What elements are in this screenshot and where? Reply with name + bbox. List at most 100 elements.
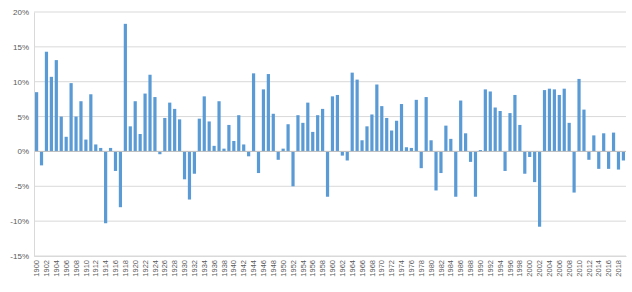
x-tick: 1938 [220,256,229,277]
bar [449,139,452,152]
x-tick-label: 1950 [279,260,288,277]
x-tick: 1944 [249,256,258,277]
x-tick: 1958 [318,256,327,277]
bar [94,144,97,151]
bar [257,151,260,173]
x-tick-label: 1906 [62,260,71,277]
bar [119,151,122,207]
bar [277,151,280,159]
bar [434,151,437,190]
x-tick-label: 2018 [614,260,623,277]
bar [425,97,428,151]
x-tick: 1952 [289,256,298,277]
bar [444,126,447,152]
x-tick: 1976 [407,256,416,277]
x-tick: 1918 [121,256,130,277]
x-tick-label: 1980 [427,260,436,277]
bar [311,132,314,152]
zero-line [34,151,626,152]
bar [351,73,354,152]
bar [50,77,53,152]
bar [153,97,156,151]
x-tick-label: 1908 [72,260,81,277]
x-tick-label: 1974 [397,260,406,277]
bar [360,140,363,151]
x-tick-label: 1952 [289,260,298,277]
bar [129,126,132,151]
x-tick-label: 1976 [407,260,416,277]
grid-line [34,46,626,47]
bar [109,148,112,151]
bar [198,119,201,152]
x-tick: 1926 [160,256,169,277]
bar [528,151,531,157]
bar [183,151,186,179]
bar [237,115,240,151]
bar [494,108,497,152]
x-tick-label: 1942 [239,260,248,277]
grid-line [34,81,626,82]
x-tick: 1974 [397,256,406,277]
bar [321,109,324,152]
bar [400,104,403,151]
bar [518,125,521,151]
bar [513,95,516,151]
x-tick-label: 1986 [456,260,465,277]
x-tick-label: 1914 [101,260,110,277]
x-tick-label: 1948 [269,260,278,277]
x-tick-label: 1916 [111,260,120,277]
grid-line [34,12,626,13]
bar [454,151,457,196]
bar [217,101,220,151]
x-tick-label: 1966 [358,260,367,277]
bar [40,151,43,165]
bar [380,106,383,151]
bar [173,109,176,152]
bar [459,101,462,152]
bar [587,151,590,159]
x-tick: 2014 [594,256,603,277]
x-tick: 1930 [180,256,189,277]
x-tick: 1934 [200,256,209,277]
x-tick-label: 1900 [32,260,41,277]
bar [163,118,166,151]
bar [341,151,344,155]
grid-line [34,186,626,187]
bar [262,89,265,151]
bar [474,151,477,196]
y-tick: 5% [17,113,34,122]
x-tick: 1928 [170,256,179,277]
bar [592,135,595,151]
bar [538,151,541,226]
bar [469,151,472,161]
bar [489,91,492,151]
bar [597,151,600,168]
x-tick-label: 1968 [368,260,377,277]
y-axis: -15%-10%-5%0%5%10%15%20% [10,8,34,261]
bar [89,94,92,151]
x-tick-label: 1922 [141,260,150,277]
x-tick: 1916 [111,256,120,277]
x-tick-label: 2004 [545,260,554,277]
bar [415,100,418,152]
x-tick-label: 1978 [417,260,426,277]
bar [316,115,319,151]
y-tick: 20% [13,8,34,17]
bar [65,137,68,152]
x-tick: 2004 [545,256,554,277]
bar [420,151,423,168]
x-tick-label: 1956 [308,260,317,277]
bar [252,73,255,151]
x-tick: 1982 [437,256,446,277]
x-tick-label: 1998 [515,260,524,277]
x-tick: 1992 [486,256,495,277]
x-tick: 1980 [427,256,436,277]
x-tick-label: 1972 [387,260,396,277]
x-tick: 2006 [555,256,564,277]
bar [114,151,117,171]
x-tick-label: 1902 [42,260,51,277]
x-tick-label: 1990 [476,260,485,277]
x-tick: 1972 [387,256,396,277]
bar [375,85,378,152]
bar [124,24,127,152]
